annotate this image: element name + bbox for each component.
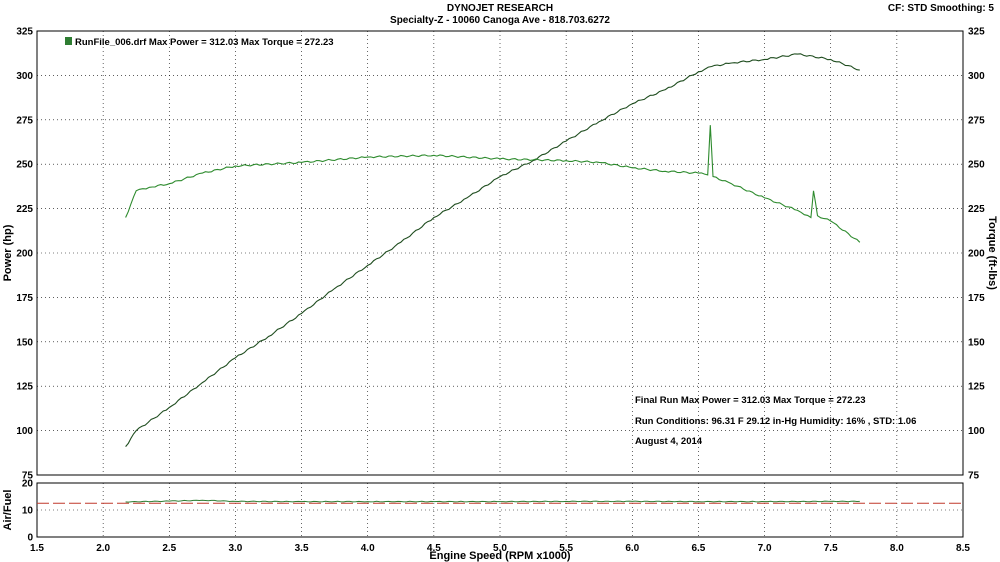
x-tick-label: 6.5	[691, 543, 705, 554]
y-tick-label-left: 100	[16, 426, 33, 437]
x-tick-label: 3.0	[228, 543, 242, 554]
y-tick-label-left: 250	[16, 160, 33, 171]
x-tick-label: 4.0	[361, 543, 375, 554]
power-series-line	[125, 53, 860, 447]
x-tick-label: 5.0	[493, 543, 507, 554]
afr-y-tick-label: 0	[27, 533, 33, 544]
run-date: August 4, 2014	[635, 436, 703, 447]
chart-title: DYNOJET RESEARCH	[446, 3, 554, 14]
y-tick-label-left: 125	[16, 382, 33, 393]
y-tick-label-left: 225	[16, 204, 33, 215]
afr-y-tick-label: 20	[22, 479, 34, 490]
x-tick-label: 3.5	[295, 543, 309, 554]
x-tick-label: 1.5	[30, 543, 44, 554]
legend-swatch	[65, 37, 72, 45]
x-axis-label: Engine Speed (RPM x1000)	[429, 550, 571, 562]
y-axis-label-right: Torque (ft-lbs)	[986, 216, 998, 290]
y-tick-label-left: 275	[16, 115, 33, 126]
afr-y-tick-label: 10	[22, 506, 34, 517]
torque-series-line	[125, 125, 861, 243]
main-plot-grid	[36, 30, 964, 476]
y-tick-label-left: 150	[16, 337, 33, 348]
x-tick-label: 6.0	[625, 543, 639, 554]
y-tick-label-left: 175	[16, 293, 33, 304]
legend-label: RunFile_006.drf Max Power = 312.03 Max T…	[75, 37, 334, 48]
correction-factor-info: CF: STD Smoothing: 5	[887, 3, 994, 14]
chart-subtitle: Specialty-Z - 10060 Canoga Ave - 818.703…	[390, 15, 610, 26]
y-tick-label-left: 325	[16, 27, 33, 38]
x-tick-label: 4.5	[427, 543, 441, 554]
run-max-summary: Final Run Max Power = 312.03 Max Torque …	[635, 395, 866, 406]
y-tick-label-right: 275	[968, 115, 985, 126]
run-notes: Final Run Max Power = 312.03 Max Torque …	[635, 395, 916, 447]
y-axis-label-left: Power (hp)	[2, 224, 14, 281]
y-tick-label-right: 175	[968, 293, 985, 304]
x-tick-label: 2.0	[96, 543, 110, 554]
x-tick-label: 5.5	[559, 543, 573, 554]
x-tick-label: 7.0	[758, 543, 772, 554]
x-tick-label: 8.5	[956, 543, 970, 554]
afr-series-line	[125, 499, 860, 503]
y-tick-label-right: 225	[968, 204, 985, 215]
y-tick-label-right: 200	[968, 249, 985, 260]
y-tick-label-right: 150	[968, 337, 985, 348]
x-tick-label: 7.5	[824, 543, 838, 554]
y-tick-label-left: 75	[22, 471, 34, 482]
run-conditions: Run Conditions: 96.31 F 29.12 in-Hg Humi…	[635, 416, 916, 427]
y-tick-label-right: 250	[968, 160, 985, 171]
y-tick-label-left: 300	[16, 71, 33, 82]
x-tick-label: 2.5	[162, 543, 176, 554]
afr-axis-label: Air/Fuel	[2, 490, 14, 531]
legend: RunFile_006.drf Max Power = 312.03 Max T…	[65, 37, 334, 48]
main-plot-frame	[36, 30, 964, 476]
y-tick-label-right: 75	[968, 471, 980, 482]
y-tick-label-right: 300	[968, 71, 985, 82]
y-tick-label-right: 125	[968, 382, 985, 393]
x-tick-label: 8.0	[890, 543, 904, 554]
series-layer	[37, 53, 963, 504]
y-tick-label-right: 100	[968, 426, 985, 437]
y-tick-label-left: 200	[16, 249, 33, 260]
afr-plot-grid	[36, 482, 964, 538]
y-tick-label-right: 325	[968, 27, 985, 38]
